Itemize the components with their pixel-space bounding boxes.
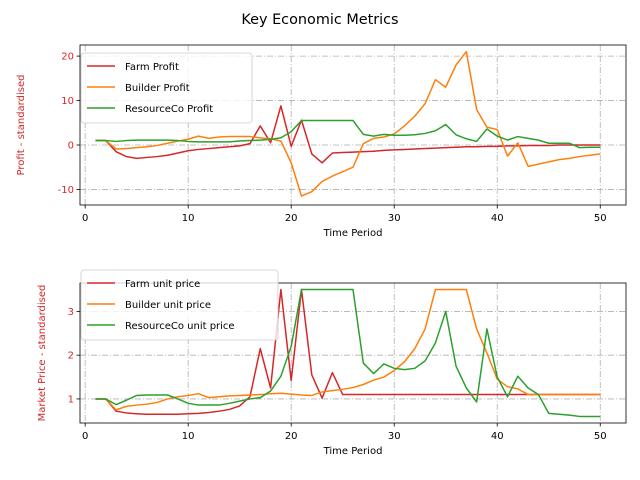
legend-label: ResourceCo unit price [125, 321, 235, 332]
x-tick-label: 50 [594, 431, 607, 442]
x-tick-label: 30 [388, 431, 401, 442]
y-tick-label: 10 [61, 96, 74, 107]
x-axis-label: Time Period [323, 446, 383, 457]
y-tick-label: 0 [68, 141, 74, 152]
price-chart: 0 10 20 30 40 50 1 2 3 Time Period Market Price - … [37, 269, 627, 457]
series-line-2 [95, 288, 601, 418]
series-line-2 [95, 119, 601, 149]
legend-frame [80, 52, 253, 124]
x-tick-label: 30 [388, 213, 401, 224]
x-tick-label: 50 [594, 213, 607, 224]
legend-frame [80, 269, 279, 341]
x-tick-label: 40 [491, 213, 504, 224]
y-axis-label: Profit - standardised [16, 75, 27, 176]
legend-label: Builder Profit [125, 83, 190, 94]
x-axis-label: Time Period [323, 228, 383, 239]
legend-label: Farm unit price [125, 279, 200, 290]
axes-frame [79, 44, 627, 206]
legend-label: Builder unit price [125, 300, 211, 311]
series-line-1 [95, 288, 601, 411]
figure-title: Key Economic Metrics [241, 12, 398, 28]
profit-chart: 0 10 20 30 40 50 -10 0 10 20 Time Period Profit - s… [16, 44, 627, 239]
axes-frame [79, 282, 627, 424]
x-tick-label: 0 [82, 431, 88, 442]
legend-label: ResourceCo Profit [125, 104, 213, 115]
y-tick-label: -10 [58, 185, 74, 196]
y-tick-label: 3 [68, 307, 74, 318]
y-tick-label: 1 [68, 394, 74, 405]
x-tick-label: 40 [491, 431, 504, 442]
x-tick-label: 0 [82, 213, 88, 224]
legend-label: Farm Profit [125, 62, 179, 73]
series-line-0 [95, 288, 601, 415]
x-tick-label: 20 [285, 213, 298, 224]
legend: Farm Profit Builder Profit ResourceCo Prof… [80, 52, 253, 124]
y-tick-label: 20 [61, 52, 74, 63]
x-tick-label: 20 [285, 431, 298, 442]
y-axis-label: Market Price - standardised [37, 285, 48, 422]
legend: Farm unit price Builder unit price Resourc… [80, 269, 279, 341]
x-tick-label: 10 [182, 431, 195, 442]
x-tick-label: 10 [182, 213, 195, 224]
y-tick-label: 2 [68, 351, 74, 362]
